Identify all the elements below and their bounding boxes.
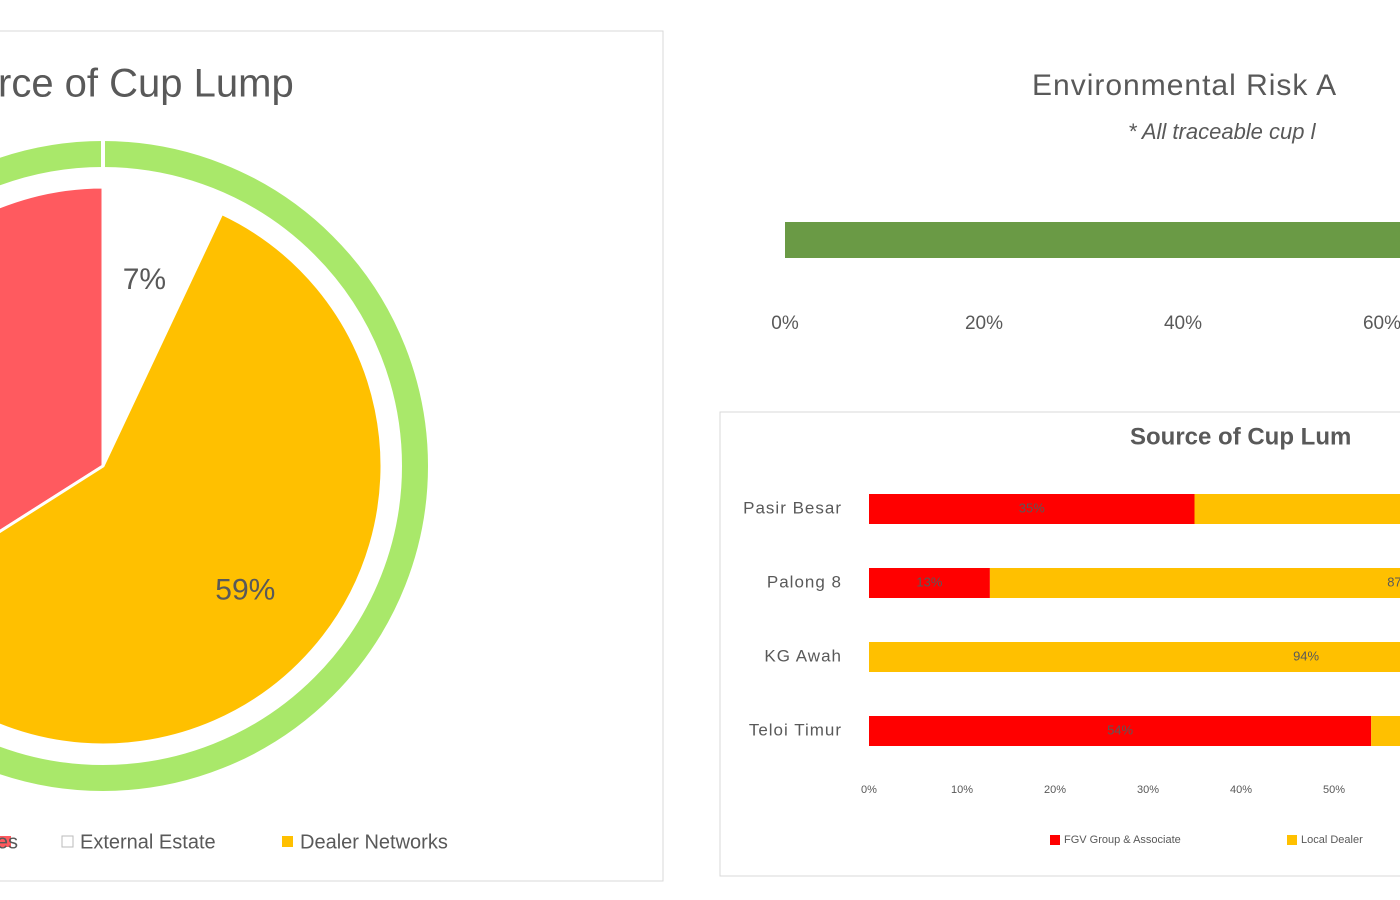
pie-slice <box>0 185 105 534</box>
bar-segment <box>869 568 990 598</box>
bar-segment <box>989 568 1400 598</box>
x-tick-label: 20% <box>1044 784 1066 796</box>
bar-title: Environmental Risk A <box>1032 69 1337 102</box>
bar-label: 13% <box>916 574 942 589</box>
pie-slice <box>101 185 224 467</box>
y-tick-label: KG Awah <box>764 646 842 665</box>
legend-swatch <box>1050 835 1060 845</box>
x-tick-label: 60% <box>1363 313 1400 334</box>
x-tick-label: 0% <box>861 784 877 796</box>
bar-segment <box>869 494 1195 524</box>
legend-label: FGV Group & Associate <box>1064 834 1181 846</box>
x-tick-label: 40% <box>1164 313 1202 334</box>
y-tick-label: Pasir Besar <box>743 498 842 517</box>
y-tick-label: Palong 8 <box>767 572 842 591</box>
bar-subtitle: * All traceable cup l <box>1128 119 1317 144</box>
stacked-title: Source of Cup Lum <box>1130 423 1351 450</box>
bar <box>785 222 1400 258</box>
legend-swatch <box>0 836 11 847</box>
x-tick-label: 40% <box>1230 784 1252 796</box>
pie-slice <box>0 211 384 747</box>
legend-label: Local Dealer <box>1301 834 1363 846</box>
slice-label: 59% <box>215 573 275 606</box>
legend-label: es <box>0 831 18 853</box>
legend-swatch <box>61 835 74 848</box>
bar-label: 35% <box>1019 500 1045 515</box>
slice-label: 7% <box>123 263 166 296</box>
pie-title: rce of Cup Lump <box>0 62 294 106</box>
legend-swatch <box>282 836 293 847</box>
legend-label: Dealer Networks <box>300 831 448 853</box>
legend-swatch <box>1287 835 1297 845</box>
x-tick-label: 50% <box>1323 784 1345 796</box>
y-tick-label: Teloi Timur <box>749 720 842 739</box>
bar-segment <box>869 716 1372 746</box>
bar-segment <box>869 642 1400 672</box>
bar-label: 54% <box>1107 722 1133 737</box>
bar-segment <box>1194 494 1400 524</box>
bar-label: 94% <box>1293 648 1319 663</box>
x-tick-label: 10% <box>951 784 973 796</box>
bar-segment <box>1371 716 1400 746</box>
legend-label: External Estate <box>80 831 216 853</box>
x-tick-label: 20% <box>965 313 1003 334</box>
x-tick-label: 0% <box>771 313 799 334</box>
x-tick-label: 30% <box>1137 784 1159 796</box>
bar-label: 87 <box>1387 574 1400 589</box>
